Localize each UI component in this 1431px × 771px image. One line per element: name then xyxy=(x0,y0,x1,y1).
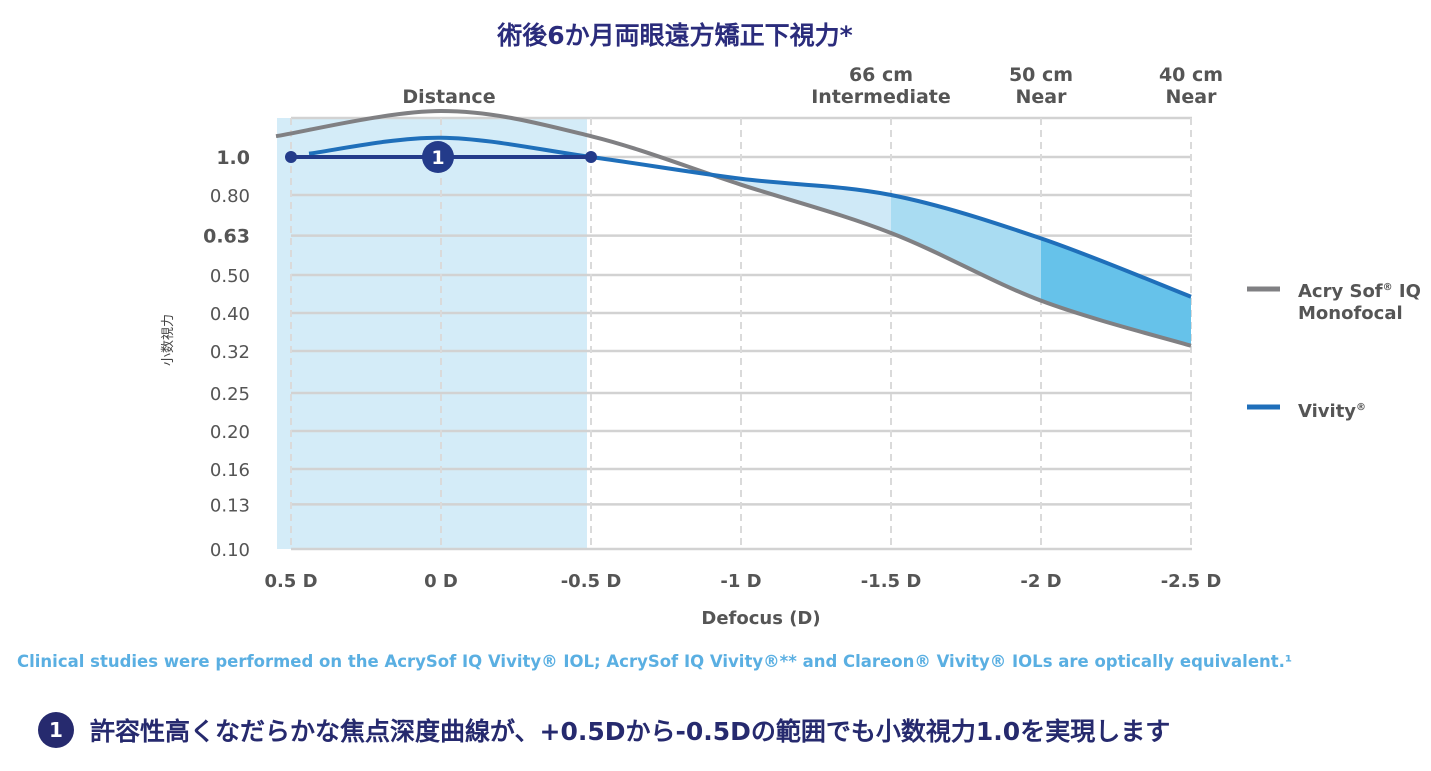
annotation-endpoint xyxy=(285,151,297,163)
annotation-badge xyxy=(422,141,454,173)
x-tick-label: -2.5 D xyxy=(1161,571,1222,592)
legend-text: Vivity xyxy=(1298,401,1357,422)
note-text: 許容性高くなだらかな焦点深度曲線が、+0.5Dから-0.5Dの範囲でも小数視力1… xyxy=(90,717,1171,746)
region-label: 50 cm xyxy=(1009,64,1073,86)
chart-title: 術後6か月両眼遠方矯正下視力* xyxy=(497,21,853,50)
x-tick-label: -2 D xyxy=(1020,571,1061,592)
y-tick-label: 0.32 xyxy=(210,342,250,363)
y-tick-label: 0.20 xyxy=(210,422,250,443)
x-axis-label: Defocus (D) xyxy=(701,608,820,629)
x-tick-label: 0 D xyxy=(424,571,458,592)
x-tick-label: 0.5 D xyxy=(264,571,317,592)
region-label: Intermediate xyxy=(811,86,951,108)
region-label: Near xyxy=(1166,86,1218,108)
y-tick-label: 0.40 xyxy=(210,304,250,325)
y-tick-label: 0.13 xyxy=(210,495,250,516)
legend-vivity-label: Vivity® xyxy=(1298,397,1366,423)
y-tick-label: 0.50 xyxy=(210,266,250,287)
y-tick-label: 0.63 xyxy=(203,226,250,248)
area-fill-2 xyxy=(1041,238,1191,346)
y-tick-label: 0.25 xyxy=(210,384,250,405)
y-tick-label: 0.16 xyxy=(210,460,250,481)
y-axis-label: 小数視力 xyxy=(161,314,176,366)
x-tick-label: -0.5 D xyxy=(561,571,622,592)
series-line-vivity xyxy=(308,135,1192,299)
region-label: Near xyxy=(1016,86,1068,108)
legend-monofocal-label: Acry Sof® IQ Monofocal xyxy=(1298,277,1421,325)
number-badge: 1 xyxy=(38,712,74,748)
series-line-monofocal xyxy=(275,109,1192,348)
area-fill-1 xyxy=(891,194,1041,301)
key-point-note: 1 許容性高くなだらかな焦点深度曲線が、+0.5Dから-0.5Dの範囲でも小数視力… xyxy=(38,712,1170,748)
region-label: 66 cm xyxy=(849,64,913,86)
legend-reg: ® xyxy=(1356,402,1367,413)
legend-text: IQ xyxy=(1392,281,1421,302)
region-label: 40 cm xyxy=(1159,64,1223,86)
legend-text: Acry Sof xyxy=(1298,281,1383,302)
annotation-endpoint xyxy=(585,151,597,163)
legend-text: Monofocal xyxy=(1298,303,1403,324)
y-tick-label: 1.0 xyxy=(216,147,250,169)
y-tick-label: 0.80 xyxy=(210,186,250,207)
footnote: Clinical studies were performed on the A… xyxy=(17,652,1293,671)
legend-reg: ® xyxy=(1382,282,1393,293)
region-label: Distance xyxy=(402,86,495,108)
annotation-label: 1 xyxy=(431,147,444,169)
x-tick-label: -1 D xyxy=(720,571,761,592)
y-tick-label: 0.10 xyxy=(210,540,250,561)
x-tick-label: -1.5 D xyxy=(861,571,922,592)
distance-band xyxy=(277,118,587,549)
